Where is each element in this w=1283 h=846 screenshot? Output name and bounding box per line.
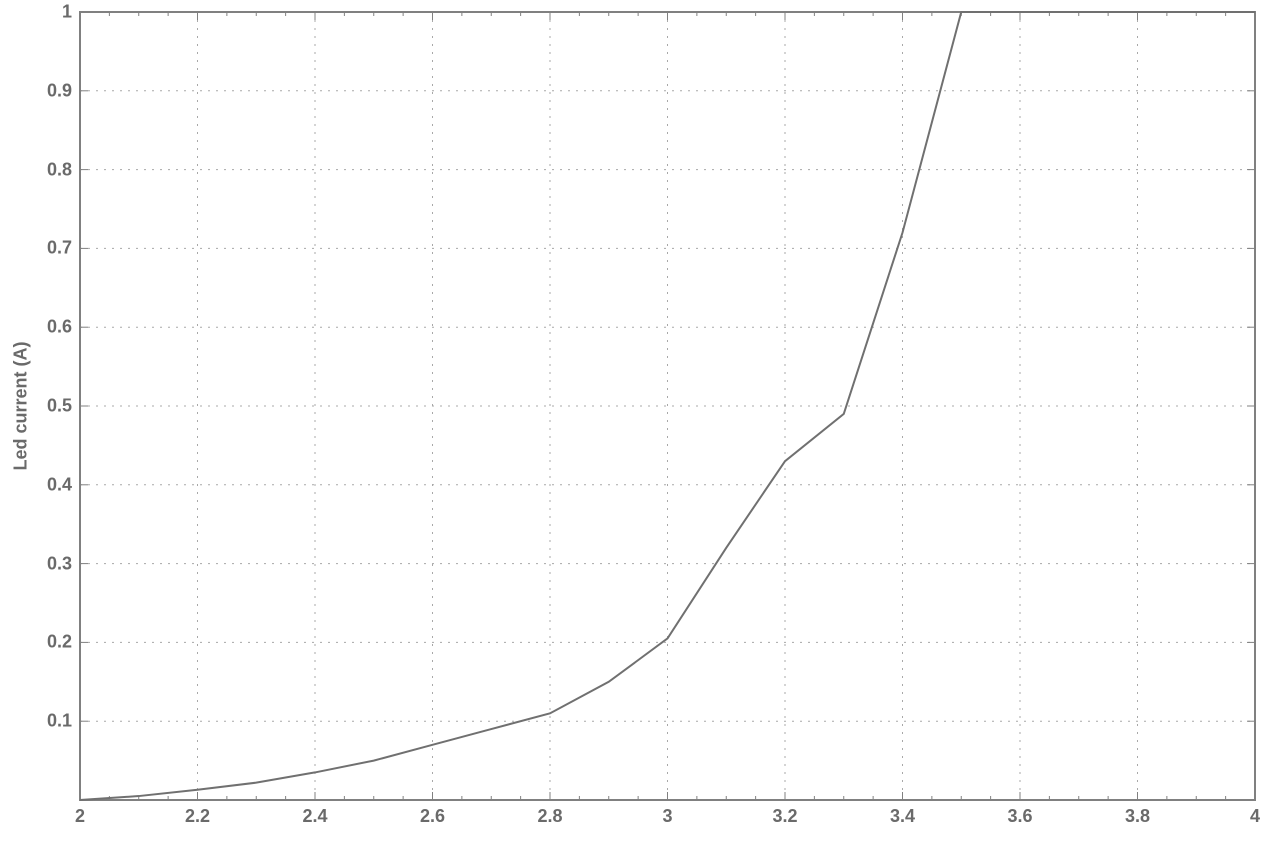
y-axis-label: Led current (A) bbox=[10, 341, 31, 470]
x-tick-label: 3.6 bbox=[1007, 806, 1032, 827]
y-tick-label: 0.6 bbox=[47, 317, 72, 338]
y-tick-label: 0.5 bbox=[47, 396, 72, 417]
y-tick-label: 0.7 bbox=[47, 238, 72, 259]
y-tick-label: 0.8 bbox=[47, 159, 72, 180]
x-tick-label: 3 bbox=[662, 806, 672, 827]
x-tick-label: 3.4 bbox=[890, 806, 915, 827]
x-tick-label: 4 bbox=[1250, 806, 1260, 827]
x-tick-label: 2 bbox=[75, 806, 85, 827]
x-tick-label: 3.2 bbox=[772, 806, 797, 827]
chart-container: Led current (A) 2 2.2 2.4 2.6 2.8 3 3.2 3.4 3.6 3… bbox=[0, 0, 1283, 846]
y-tick-label: 0.9 bbox=[47, 80, 72, 101]
y-tick-label: 0.1 bbox=[47, 711, 72, 732]
y-tick-label: 0.2 bbox=[47, 632, 72, 653]
y-tick-label: 1 bbox=[62, 2, 72, 23]
x-tick-label: 3.8 bbox=[1125, 806, 1150, 827]
chart-svg bbox=[0, 0, 1283, 846]
y-tick-label: 0.4 bbox=[47, 474, 72, 495]
x-tick-label: 2.6 bbox=[420, 806, 445, 827]
y-tick-label: 0.3 bbox=[47, 553, 72, 574]
x-tick-label: 2.4 bbox=[302, 806, 327, 827]
x-tick-label: 2.8 bbox=[537, 806, 562, 827]
x-tick-label: 2.2 bbox=[185, 806, 210, 827]
